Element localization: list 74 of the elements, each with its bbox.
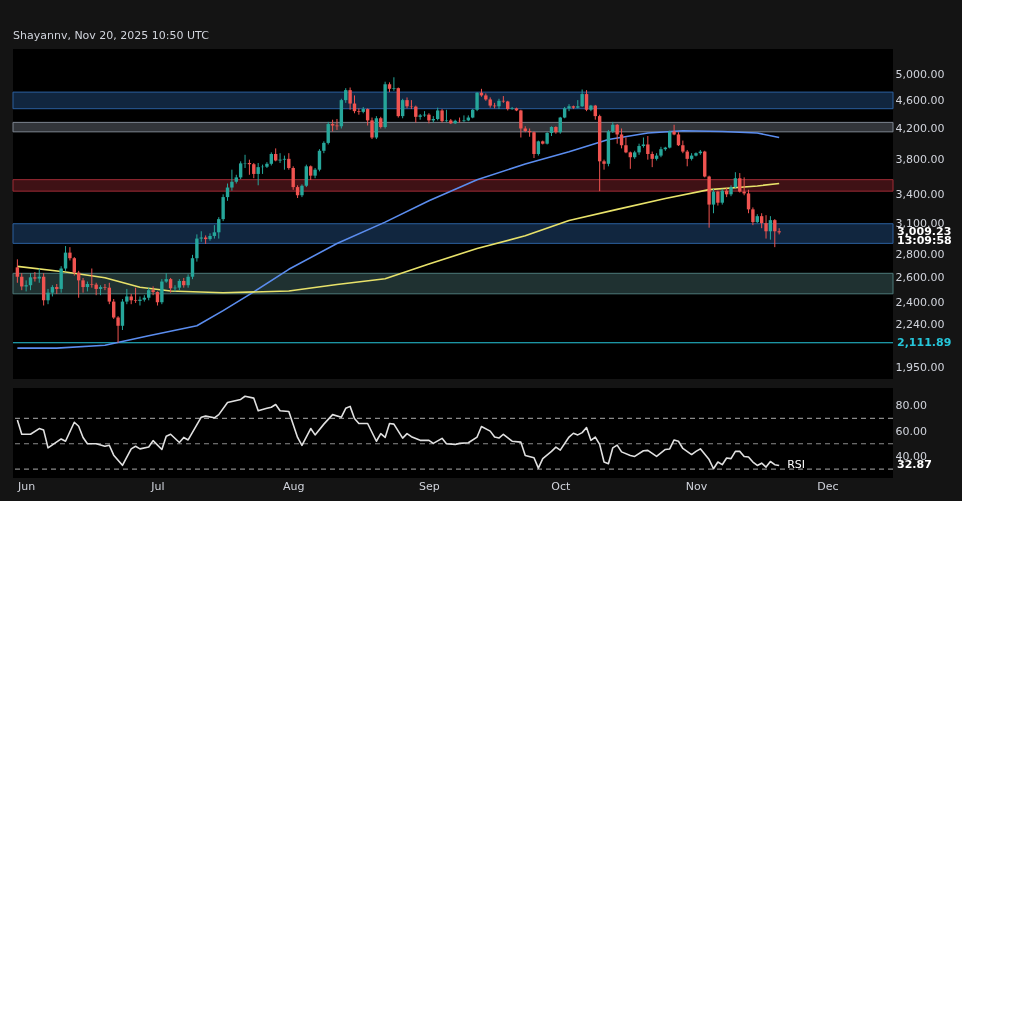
- candlestick: [24, 279, 28, 292]
- candlestick: [68, 246, 72, 261]
- candlestick: [265, 161, 269, 169]
- candlestick: [160, 278, 164, 305]
- y-tick-label: 1,950.00: [895, 361, 945, 375]
- candlestick: [738, 172, 742, 194]
- x-tick-label: Dec: [817, 479, 839, 493]
- x-tick-label: Oct: [551, 479, 571, 493]
- candlestick: [15, 258, 20, 284]
- candlestick: [230, 169, 234, 192]
- candlestick: [103, 283, 107, 291]
- candlestick: [138, 295, 142, 306]
- candlestick: [33, 271, 37, 283]
- y-tick-label: 5,000.00: [895, 67, 945, 81]
- x-tick-label: Jun: [17, 479, 36, 493]
- candlestick: [90, 268, 94, 289]
- candlestick: [282, 155, 287, 171]
- y-tick-label: 2,800.00: [895, 248, 945, 262]
- candlestick: [133, 287, 138, 304]
- candlestick: [462, 114, 466, 123]
- candlestick: [208, 232, 212, 242]
- candlestick: [221, 193, 225, 222]
- candlestick: [637, 143, 641, 156]
- candlestick: [116, 315, 120, 344]
- line-series: [16, 129, 780, 349]
- candlestick: [405, 96, 409, 109]
- x-tick-label: Nov: [685, 479, 708, 493]
- candlestick: [427, 112, 431, 124]
- y-tick-label: 80.00: [895, 399, 927, 413]
- candlestick: [672, 124, 676, 136]
- candlestick: [584, 89, 589, 112]
- candlestick: [348, 87, 352, 111]
- candlestick: [615, 123, 619, 145]
- candlestick: [357, 107, 361, 116]
- ref-line-label: 2,111.89: [897, 335, 952, 349]
- candlestick: [46, 288, 50, 305]
- candlestick: [624, 137, 628, 154]
- y-tick-label: 60.00: [895, 424, 927, 438]
- candlestick: [374, 115, 379, 140]
- candlestick: [81, 277, 85, 294]
- candlestick: [195, 233, 199, 263]
- candlestick: [256, 162, 260, 186]
- candlestick: [519, 109, 523, 139]
- candlestick: [602, 159, 606, 171]
- y-tick-label: 4,600.00: [895, 93, 945, 107]
- y-tick-label: 2,400.00: [895, 296, 945, 310]
- y-tick-label: 3,800.00: [895, 153, 945, 167]
- candlestick: [764, 214, 768, 240]
- candlestick: [370, 117, 374, 140]
- y-tick-label: 3,400.00: [895, 187, 945, 201]
- x-tick-label: Sep: [419, 479, 440, 493]
- candlestick: [291, 165, 295, 191]
- y-tick-label: 2,240.00: [895, 317, 945, 331]
- line-series: [16, 395, 780, 470]
- candlestick: [646, 135, 650, 161]
- text: Shayannv, Nov 20, 2025 10:50 UTC: [13, 29, 210, 42]
- series-label: RSI: [787, 458, 806, 472]
- candlestick: [392, 76, 396, 92]
- candlestick: [567, 103, 571, 112]
- candlestick: [59, 265, 63, 294]
- line-series: [16, 182, 780, 294]
- candlestick: [186, 273, 190, 289]
- candlestick: [444, 109, 449, 123]
- candlestick: [532, 130, 536, 159]
- candlestick: [190, 254, 195, 280]
- candlestick: [304, 164, 309, 188]
- x-tick-label: Jul: [150, 479, 165, 493]
- candlestick: [475, 91, 479, 112]
- candlestick: [151, 285, 155, 296]
- candlestick: [72, 256, 76, 277]
- y-tick-label: 4,200.00: [895, 121, 945, 135]
- candlestick: [497, 98, 501, 110]
- y-tick-label: 2,600.00: [895, 271, 945, 285]
- x-tick-label: Aug: [282, 479, 305, 493]
